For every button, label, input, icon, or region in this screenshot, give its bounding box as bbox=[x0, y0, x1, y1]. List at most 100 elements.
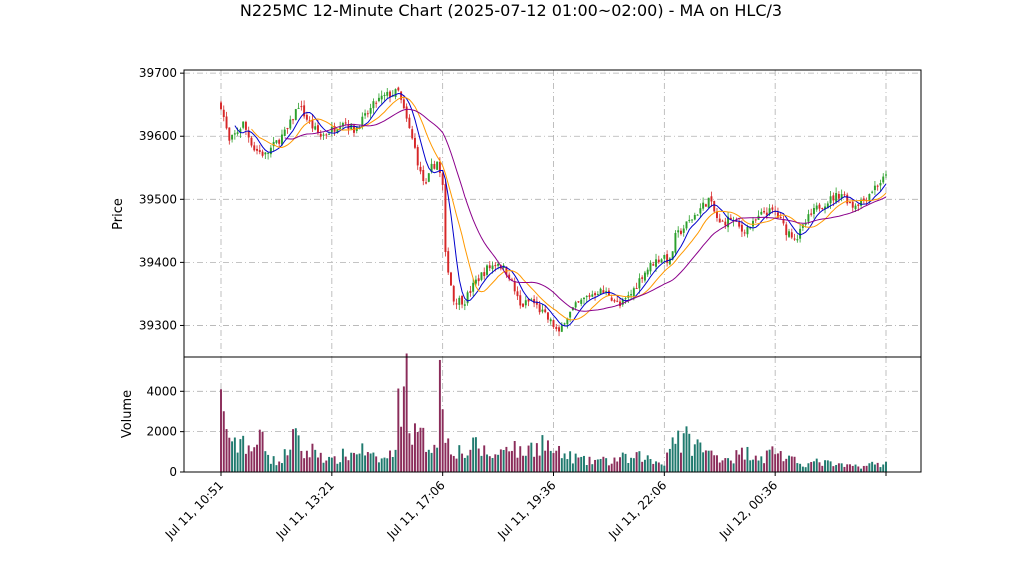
volume-bar bbox=[491, 457, 494, 472]
volume-bar bbox=[280, 463, 283, 472]
candle-body bbox=[364, 113, 367, 116]
volume-y-ticks: 0 2000 4000 bbox=[146, 384, 184, 479]
candle-body bbox=[258, 150, 261, 152]
volume-bar bbox=[497, 454, 500, 472]
volume-bar bbox=[247, 445, 250, 472]
volume-bar bbox=[458, 445, 461, 472]
candle-body bbox=[533, 299, 536, 304]
candle-body bbox=[619, 301, 621, 307]
volume-bar bbox=[599, 458, 602, 472]
candle-body bbox=[491, 265, 494, 270]
candle-body bbox=[846, 194, 849, 204]
volume-bar bbox=[735, 450, 738, 472]
volume-bar bbox=[724, 458, 727, 472]
volume-bar bbox=[228, 437, 231, 472]
candle-body bbox=[716, 211, 718, 219]
candle-body bbox=[325, 134, 328, 136]
candle-body bbox=[430, 163, 433, 172]
volume-bar bbox=[269, 463, 272, 472]
volume-bar bbox=[588, 456, 591, 472]
candle-body bbox=[652, 264, 655, 266]
candle-body bbox=[804, 223, 807, 225]
volume-bar bbox=[560, 458, 563, 472]
volume-bar bbox=[807, 463, 810, 472]
volume-bar bbox=[765, 450, 768, 472]
volume-bar bbox=[824, 460, 827, 472]
volume-bar bbox=[463, 457, 466, 472]
moving-average-lines bbox=[234, 92, 887, 327]
volume-bar bbox=[876, 462, 879, 472]
volume-bar bbox=[256, 444, 258, 472]
candle-body bbox=[308, 120, 311, 122]
candle-body bbox=[696, 214, 699, 216]
volume-bar bbox=[469, 449, 472, 472]
volume-bar bbox=[846, 464, 849, 472]
volume-bars bbox=[220, 353, 887, 472]
volume-bar bbox=[657, 462, 660, 472]
volume-bar bbox=[391, 456, 394, 472]
candle-body bbox=[546, 312, 549, 320]
volume-bar bbox=[643, 459, 646, 472]
volume-bar bbox=[486, 454, 488, 472]
volume-bar bbox=[882, 464, 885, 472]
candle-body bbox=[239, 129, 242, 133]
candle-body bbox=[677, 230, 680, 233]
volume-bar bbox=[347, 460, 350, 472]
candle-body bbox=[885, 174, 887, 176]
volume-bar bbox=[541, 435, 544, 472]
volume-bar bbox=[233, 437, 236, 472]
candle-body bbox=[660, 259, 663, 263]
candle-body bbox=[621, 300, 624, 305]
candle-body bbox=[463, 304, 466, 306]
volume-bar bbox=[355, 454, 358, 472]
volume-bar bbox=[555, 450, 558, 472]
volume-bar bbox=[843, 466, 846, 472]
candle-body bbox=[857, 204, 860, 206]
candle-body bbox=[818, 204, 821, 209]
candle-body bbox=[771, 207, 774, 210]
volume-bar bbox=[851, 465, 854, 472]
volume-bar bbox=[641, 461, 644, 472]
volume-bar bbox=[499, 449, 502, 472]
candle-body bbox=[882, 176, 885, 183]
volume-bar bbox=[430, 452, 433, 472]
volume-bar bbox=[752, 459, 754, 472]
candle-body bbox=[763, 210, 766, 213]
candle-body bbox=[785, 224, 788, 236]
candle-body bbox=[394, 89, 397, 97]
volume-bar bbox=[452, 455, 455, 472]
volume-bar bbox=[341, 448, 344, 472]
volume-bar bbox=[660, 464, 663, 472]
candle-body bbox=[538, 304, 541, 313]
candle-body bbox=[336, 129, 339, 134]
volume-bar bbox=[785, 458, 788, 472]
volume-bar bbox=[519, 446, 522, 472]
volume-bar bbox=[721, 460, 724, 472]
volume-bar bbox=[729, 460, 732, 472]
volume-bar bbox=[821, 465, 824, 472]
candle-body bbox=[630, 294, 633, 296]
candle-body bbox=[674, 232, 677, 253]
candle-body bbox=[497, 264, 500, 266]
volume-bar bbox=[771, 446, 774, 472]
candle-body bbox=[643, 272, 646, 281]
volume-bar bbox=[425, 451, 428, 472]
volume-bar bbox=[444, 442, 447, 472]
candle-body bbox=[427, 173, 430, 182]
volume-bar bbox=[671, 437, 674, 472]
volume-bar bbox=[264, 451, 267, 472]
x-tick-label: Jul 11, 13:21 bbox=[273, 478, 337, 542]
candle-body bbox=[812, 208, 815, 214]
volume-bar bbox=[386, 458, 389, 472]
volume-bar bbox=[563, 453, 566, 472]
candle-body bbox=[286, 127, 289, 129]
volume-bar bbox=[336, 463, 339, 472]
candle-body bbox=[405, 106, 408, 119]
volume-bar bbox=[502, 450, 505, 472]
volume-bar bbox=[743, 459, 746, 472]
candle-body bbox=[566, 318, 569, 325]
candle-body bbox=[796, 239, 799, 241]
candle-body bbox=[322, 134, 325, 136]
candle-body bbox=[871, 191, 874, 193]
volume-bar bbox=[358, 453, 361, 472]
